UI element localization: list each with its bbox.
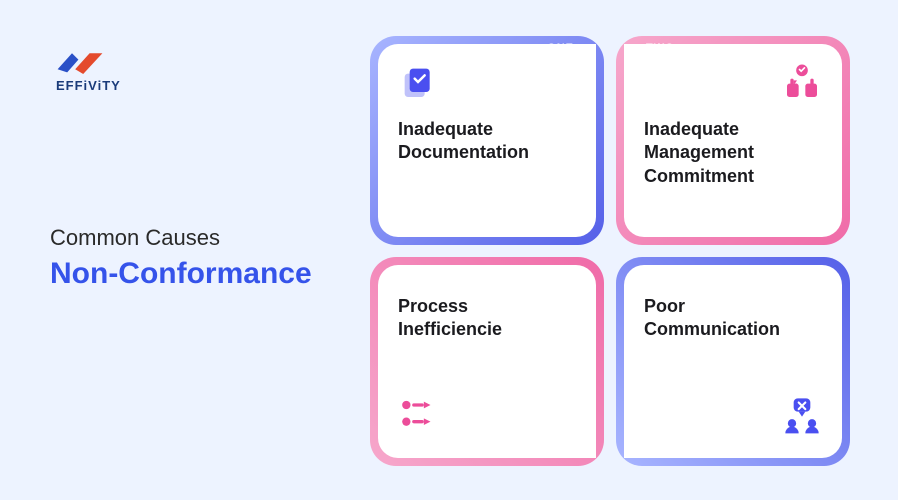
commitment-icon	[782, 62, 822, 107]
card-one-title: Inadequate Documentation	[398, 118, 576, 165]
card-one: ONE Inadequate Documentation	[370, 36, 604, 245]
card-four: FOUR Process Inefficiencie	[370, 257, 604, 466]
documentation-icon	[398, 62, 438, 107]
process-flow-icon	[398, 395, 438, 440]
communication-icon	[782, 395, 822, 440]
page-subtitle: Common Causes	[50, 225, 312, 251]
card-two: TWO Inadequate Management Commitment	[616, 36, 850, 245]
causes-grid: ONE Inadequate Documentation TWO	[370, 36, 850, 466]
heading-block: Common Causes Non-Conformance	[50, 225, 312, 291]
logo-text: EFFiViTY	[56, 78, 121, 93]
card-four-title: Process Inefficiencie	[398, 295, 576, 342]
card-two-title: Inadequate Management Commitment	[644, 118, 822, 188]
card-three: THREE Poor Communication	[616, 257, 850, 466]
card-three-title: Poor Communication	[644, 295, 822, 342]
logo: EFFiViTY	[56, 48, 121, 93]
page-title: Non-Conformance	[50, 257, 312, 291]
logo-mark-icon	[56, 48, 104, 76]
